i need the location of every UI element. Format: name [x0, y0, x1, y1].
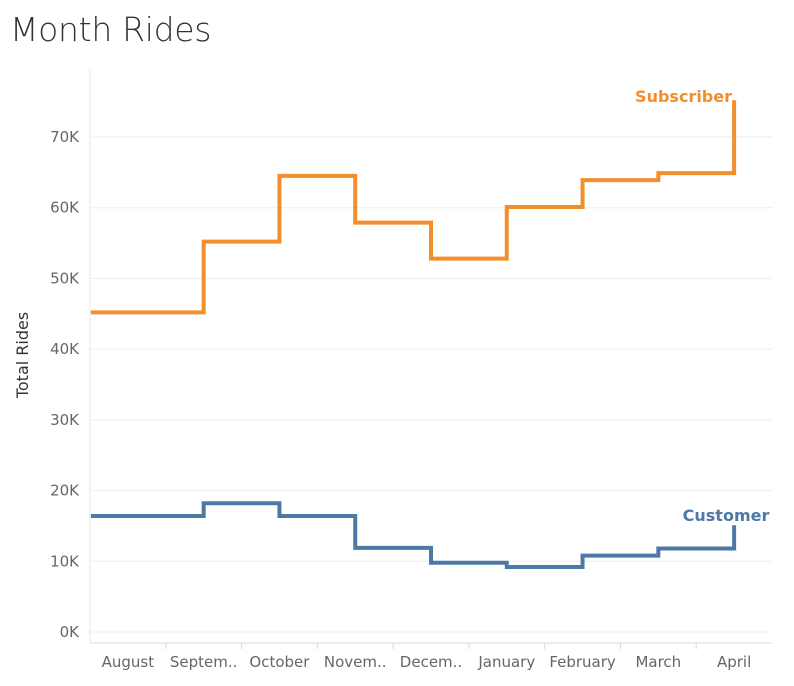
y-tick-label: 0K — [60, 623, 81, 641]
series-line-customer — [90, 501, 737, 569]
chart-title: Month Rides — [10, 10, 212, 49]
x-tick-label: August — [102, 653, 155, 671]
x-tick-label: March — [635, 653, 681, 671]
x-tick-label: October — [249, 653, 310, 671]
y-tick-label: 70K — [50, 128, 80, 146]
y-tick-label: 60K — [50, 199, 80, 217]
x-tick-label: Novem.. — [324, 653, 387, 671]
y-tick-label: 40K — [50, 340, 80, 358]
series-group: Subscriber Customer — [90, 87, 770, 569]
x-axis-ticks: August Septem.. October Novem.. Decem.. Janua… — [102, 643, 751, 671]
y-tick-label: 20K — [50, 482, 80, 500]
x-tick-label: Septem.. — [170, 653, 238, 671]
series-label-subscriber: Subscriber — [635, 87, 732, 106]
y-tick-label: 30K — [50, 411, 80, 429]
series-label-customer: Customer — [683, 506, 770, 525]
y-axis-ticks: 0K 10K 20K 30K 40K 50K 60K 70K — [50, 128, 80, 641]
y-axis-label: Total Rides — [13, 312, 32, 399]
x-tick-label: February — [549, 653, 616, 671]
x-tick-label: Decem.. — [400, 653, 462, 671]
series-line-subscriber — [90, 100, 737, 315]
x-tick-label: April — [717, 653, 751, 671]
x-tick-label: January — [477, 653, 535, 671]
y-tick-label: 10K — [50, 552, 80, 570]
y-tick-label: 50K — [50, 269, 80, 287]
